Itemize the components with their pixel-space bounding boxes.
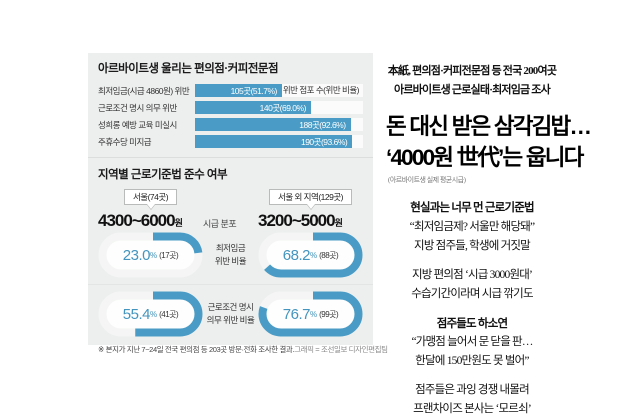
bar-track: 188곳(92.6%) — [195, 118, 363, 131]
bar-fill: 140곳(69.0%) — [195, 101, 311, 114]
percent-sign: % — [149, 309, 158, 319]
bubble-pointer-icon — [146, 204, 155, 210]
percent-sign: % — [309, 250, 318, 260]
body-line: 프랜차이즈 본사는 ‘모르쇠’ — [413, 403, 532, 415]
bar-track: 190곳(93.6%) — [195, 135, 363, 148]
region-compare-grid: 서울(74곳) 서울 외 지역(129곳) 4300~6000원 시급 분포 3… — [98, 188, 363, 278]
bar-label: 최저임금(시급 4860원) 위반 — [98, 85, 190, 96]
body-subhead: 현실과는 너무 먼 근로기준법 — [410, 202, 534, 215]
bar-value: 105곳(51.7%) — [230, 85, 278, 96]
body-line: 수습기간이라며 시급 깎기도 — [411, 287, 533, 300]
bar-fill: 190곳(93.6%) — [195, 135, 353, 148]
gauge-percent-value: 23.0 — [122, 246, 151, 264]
gauge-store-count: (99곳) — [319, 309, 339, 319]
wage-range-value: 3200~5000 — [258, 211, 336, 230]
article-column: 本紙, 편의점·커피전문점 등 전국 200여곳 아르바이트생 근로실태·최저임… — [386, 62, 592, 419]
gauge-store-count: (88곳) — [319, 250, 339, 260]
region-badge-seoul: 서울(74곳) — [123, 188, 178, 206]
bar-row-work-conditions: 근로조건 명시 의무 위반 140곳(69.0%) — [98, 101, 363, 114]
gauge-row-divider — [88, 284, 373, 285]
headline-line1: 돈 대신 받은 삼각김밥… — [386, 113, 592, 139]
gauge-percent-value: 55.4 — [122, 305, 151, 323]
gauge-seoul-minwage: 23.0 % (17곳) — [98, 232, 203, 278]
percent-sign: % — [309, 309, 318, 319]
metric-label-minwage: 최저임금 위반 비율 — [214, 243, 247, 266]
seoul-bubble-cell: 서울(74곳) — [98, 188, 203, 210]
non-seoul-wage-range: 3200~5000원 — [258, 210, 363, 232]
body-line: “가맹점 늘어서 문 닫을 판… — [411, 336, 533, 349]
infographic-title: 아르바이트생 울리는 편의점·커피전문점 — [98, 63, 279, 75]
body-line: 한달에 150만원도 못 벌어” — [415, 354, 529, 367]
bar-row-minimum-wage: 최저임금(시급 4860원) 위반 105곳(51.7%) 위반 점포 수(위반… — [98, 84, 363, 97]
gauge-ring — [258, 291, 363, 337]
bar-value: 140곳(69.0%) — [259, 102, 307, 113]
bar-row-harassment-training: 성희롱 예방 교육 미실시 188곳(92.6%) — [98, 118, 363, 131]
gauge-store-count: (17곳) — [159, 250, 179, 260]
non-seoul-bubble-cell: 서울 외 지역(129곳) — [258, 188, 363, 210]
bar-value: 188곳(92.6%) — [299, 119, 346, 130]
gauge-nonseoul-minwage: 68.2 % (88곳) — [258, 232, 363, 278]
gauge-percent-value: 68.2 — [282, 246, 311, 264]
body-line: “최저임금제? 서울만 해당돼” — [409, 221, 535, 233]
metric-label-conditions: 근로조건 명시 의무 위반 비율 — [206, 302, 255, 325]
bar-value: 190곳(93.6%) — [300, 136, 348, 147]
wage-range-value: 4300~6000 — [98, 211, 176, 230]
seoul-wage-range: 4300~6000원 — [98, 210, 203, 232]
gauge-ring — [98, 291, 203, 337]
bar-label: 근로조건 명시 의무 위반 — [98, 102, 177, 113]
headline: 돈 대신 받은 삼각김밥… ‘4000원 世代’는 웁니다 — [386, 111, 592, 175]
bar-fill: 188곳(92.6%) — [195, 118, 351, 131]
gauge-percent-value: 76.7 — [282, 305, 311, 323]
bar-track: 105곳(51.7%) 위반 점포 수(위반 비율) — [195, 84, 363, 97]
infographic-panel: 아르바이트생 울리는 편의점·커피전문점 최저임금(시급 4860원) 위반 1… — [88, 53, 388, 354]
bar-track: 140곳(69.0%) — [195, 101, 363, 114]
bar-row-holiday-pay: 주휴수당 미지급 190곳(93.6%) — [98, 135, 363, 148]
kicker-line1: 本紙, 편의점·커피전문점 등 전국 200여곳 — [387, 65, 557, 77]
body-subhead: 점주들도 하소연 — [436, 317, 508, 330]
region-compare-grid-row2: 55.4 % (41곳) 근로조건 명시 의무 위반 비율 76.7 — [98, 291, 363, 337]
region-badge-non-seoul: 서울 외 지역(129곳) — [269, 188, 352, 206]
graphic-credit: 그래픽 = 조선일보 디자인편집팀 — [294, 345, 388, 354]
wage-distribution-label: 시급 분포 — [203, 219, 237, 229]
kicker-line2: 아르바이트생 근로실태·최저임금 조사 — [394, 84, 551, 97]
gauge-seoul-conditions: 55.4 % (41곳) — [98, 291, 203, 337]
bubble-pointer-icon — [306, 204, 315, 210]
gauge-ring — [98, 232, 203, 278]
body-line: 점주들은 과잉 경쟁 내몰려 — [415, 384, 530, 397]
body-line: 지방 점주들, 학생에 거짓말 — [414, 239, 531, 252]
gauge-store-count: (41곳) — [159, 309, 179, 319]
headline-line2: ‘4000원 世代’는 웁니다 — [386, 145, 584, 171]
gauge-nonseoul-conditions: 76.7 % (99곳) — [258, 291, 363, 337]
survey-footnote: ※ 본지가 지난 7~24일 전국 편의점 등 203곳 방문·전화 조사한 결… — [98, 345, 295, 354]
percent-sign: % — [149, 250, 158, 260]
section-divider — [88, 157, 373, 158]
body-line: 지방 편의점 ‘시급 3000원대’ — [411, 269, 533, 282]
headline-note: (아르바이트생 실제 평균시급) — [388, 176, 466, 185]
wage-unit: 원 — [334, 218, 343, 228]
bar-fill: 105곳(51.7%) — [195, 84, 282, 97]
bar-label: 성희롱 예방 교육 미실시 — [98, 119, 177, 130]
bar-axis-note: 위반 점포 수(위반 비율) — [282, 85, 360, 95]
wage-unit: 원 — [174, 218, 183, 228]
bar-label: 주휴수당 미지급 — [98, 136, 152, 147]
section2-title: 지역별 근로기준법 준수 여부 — [98, 169, 228, 181]
gauge-ring — [258, 232, 363, 278]
